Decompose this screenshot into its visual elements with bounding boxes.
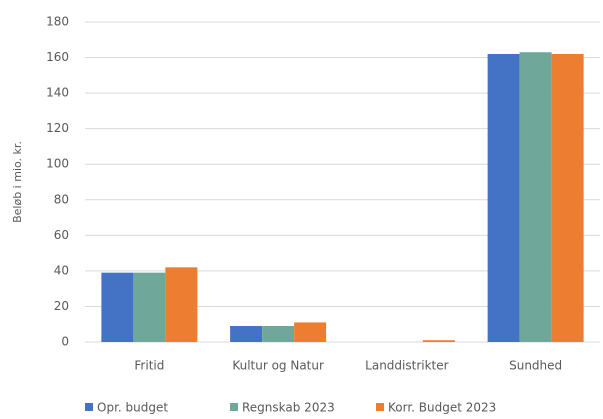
legend-swatch [85,403,93,411]
y-tick-label: 100 [46,157,69,171]
y-tick-label: 160 [46,50,69,64]
y-tick-label: 120 [46,121,69,135]
x-tick-label: Fritid [134,359,164,373]
legend-label: Korr. Budget 2023 [388,401,496,415]
bar [519,52,552,342]
x-tick-label: Landdistrikter [365,359,448,373]
y-tick-label: 140 [46,86,69,100]
bar [101,272,134,342]
bar [551,54,584,342]
x-tick-label: Kultur og Natur [232,359,324,373]
bar [230,326,263,342]
legend-label: Opr. budget [97,401,168,415]
bar [422,340,455,342]
y-tick-label: 20 [54,299,69,313]
y-tick-label: 80 [54,192,69,206]
bar [487,54,520,342]
bar [165,267,198,342]
legend-swatch [230,403,238,411]
y-tick-label: 60 [54,228,69,242]
bar [133,272,166,342]
legend-label: Regnskab 2023 [242,401,335,415]
y-tick-label: 0 [61,335,69,349]
y-tick-label: 40 [54,263,69,277]
y-axis-label: Beløb i mio. kr. [11,141,24,223]
bar [294,322,327,342]
x-tick-label: Sundhed [509,359,562,373]
y-tick-label: 180 [46,15,69,29]
legend-swatch [376,403,384,411]
bar [262,326,295,342]
